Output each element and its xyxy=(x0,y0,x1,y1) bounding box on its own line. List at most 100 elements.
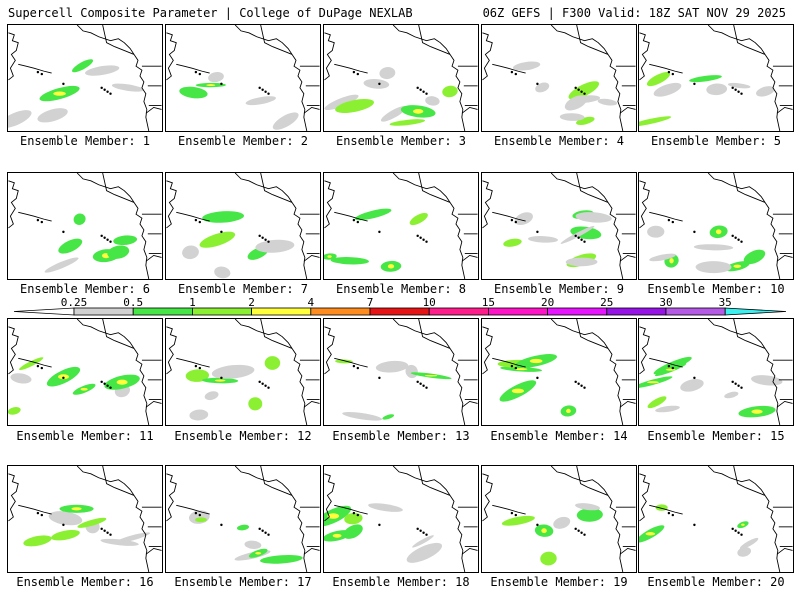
scp-shading xyxy=(179,71,299,130)
scp-shading xyxy=(8,357,140,415)
coastlines xyxy=(482,173,636,279)
colorbar-tick-label: 10 xyxy=(423,296,436,309)
scp-shading xyxy=(639,504,759,557)
colorbar-tick-label: 0.5 xyxy=(123,296,143,309)
map-canvas xyxy=(166,319,320,425)
colorbar-tick-label: 1 xyxy=(189,296,196,309)
colorbar-tick-label: 2 xyxy=(248,296,255,309)
scp-shading xyxy=(44,213,138,273)
scp-shading xyxy=(185,356,281,421)
colorbar-segment xyxy=(665,307,726,316)
coastlines xyxy=(482,319,636,425)
ensemble-member-panel xyxy=(165,172,321,280)
map-canvas xyxy=(482,25,636,131)
valid-time-label: 06Z GEFS | F300 Valid: 18Z SAT NOV 29 20… xyxy=(482,6,786,20)
ensemble-member-label: Ensemble Member: 8 xyxy=(335,282,467,296)
ensemble-member-panel xyxy=(638,465,794,573)
ensemble-member-label: Ensemble Member: 19 xyxy=(490,575,628,589)
scp-shading xyxy=(639,72,775,127)
coastlines xyxy=(324,173,478,279)
coastlines xyxy=(166,466,320,572)
colorbar-tick-label: 0.25 xyxy=(61,296,88,309)
scp-shading xyxy=(188,510,303,564)
map-canvas xyxy=(324,173,478,279)
colorbar-tick-label: 30 xyxy=(659,296,672,309)
colorbar-segment xyxy=(487,307,548,316)
coastlines xyxy=(639,25,793,131)
ensemble-member-panel xyxy=(481,465,637,573)
ensemble-member-label: Ensemble Member: 10 xyxy=(647,282,785,296)
ensemble-member-panel xyxy=(165,465,321,573)
scp-shading xyxy=(23,504,150,547)
map-canvas xyxy=(8,466,162,572)
coastlines xyxy=(166,173,320,279)
colorbar-tick-label: 7 xyxy=(367,296,374,309)
map-canvas xyxy=(8,319,162,425)
scp-shading xyxy=(501,503,603,566)
ensemble-member-panel xyxy=(481,172,637,280)
ensemble-member-panel xyxy=(7,318,163,426)
map-canvas xyxy=(166,466,320,572)
ensemble-member-label: Ensemble Member: 7 xyxy=(177,282,309,296)
ensemble-member-label: Ensemble Member: 14 xyxy=(490,429,628,443)
scp-shading xyxy=(8,59,144,128)
coastlines xyxy=(8,25,162,131)
coastlines xyxy=(8,319,162,425)
scp-shading xyxy=(182,211,295,279)
map-canvas xyxy=(639,173,793,279)
coastlines xyxy=(324,466,478,572)
ensemble-member-panel xyxy=(638,24,794,132)
coastlines xyxy=(639,173,793,279)
colorbar-tick-label: 35 xyxy=(719,296,732,309)
map-canvas xyxy=(639,466,793,572)
ensemble-member-label: Ensemble Member: 1 xyxy=(19,134,151,148)
map-canvas xyxy=(8,25,162,131)
scp-shading xyxy=(497,354,577,417)
ensemble-member-label: Ensemble Member: 11 xyxy=(16,429,154,443)
ensemble-member-panel xyxy=(165,24,321,132)
ensemble-member-label: Ensemble Member: 17 xyxy=(174,575,312,589)
coastlines xyxy=(482,466,636,572)
coastlines xyxy=(166,319,320,425)
scp-shading xyxy=(324,67,458,126)
colorbar-segment xyxy=(369,307,430,316)
map-canvas xyxy=(482,319,636,425)
ensemble-member-label: Ensemble Member: 5 xyxy=(650,134,782,148)
coastlines xyxy=(8,173,162,279)
colorbar-segment xyxy=(251,307,312,316)
ensemble-member-label: Ensemble Member: 9 xyxy=(493,282,625,296)
ensemble-member-label: Ensemble Member: 12 xyxy=(174,429,312,443)
scp-shading xyxy=(512,61,618,125)
map-canvas xyxy=(324,466,478,572)
ensemble-member-panel xyxy=(323,172,479,280)
ensemble-member-panel xyxy=(7,465,163,573)
colorbar-tick-label: 20 xyxy=(541,296,554,309)
map-title: Supercell Composite Parameter | College … xyxy=(8,6,413,20)
map-canvas xyxy=(482,173,636,279)
colorbar: 0.25 0.5 1 2 4 7 10 15 20 25 30 35 xyxy=(13,296,787,316)
ensemble-member-panel xyxy=(7,172,163,280)
colorbar-segment xyxy=(547,307,608,316)
coastlines xyxy=(639,319,793,425)
ensemble-member-panel xyxy=(638,318,794,426)
colorbar-segment xyxy=(132,307,193,316)
ensemble-member-panel xyxy=(323,24,479,132)
ensemble-member-label: Ensemble Member: 2 xyxy=(177,134,309,148)
ensemble-member-panel xyxy=(323,318,479,426)
coastlines xyxy=(324,25,478,131)
coastlines xyxy=(324,319,478,425)
scp-shading xyxy=(503,210,612,268)
scp-shading xyxy=(324,208,428,272)
colorbar-segment xyxy=(310,307,371,316)
scp-shading xyxy=(324,503,443,563)
ensemble-member-label: Ensemble Member: 3 xyxy=(335,134,467,148)
map-canvas xyxy=(166,173,320,279)
ensemble-member-label: Ensemble Member: 13 xyxy=(332,429,470,443)
ensemble-member-panel xyxy=(481,24,637,132)
coastlines xyxy=(639,466,793,572)
coastlines xyxy=(8,466,162,572)
map-canvas xyxy=(639,319,793,425)
coastlines xyxy=(482,25,636,131)
ensemble-member-panel xyxy=(481,318,637,426)
colorbar-tick-label: 4 xyxy=(307,296,314,309)
